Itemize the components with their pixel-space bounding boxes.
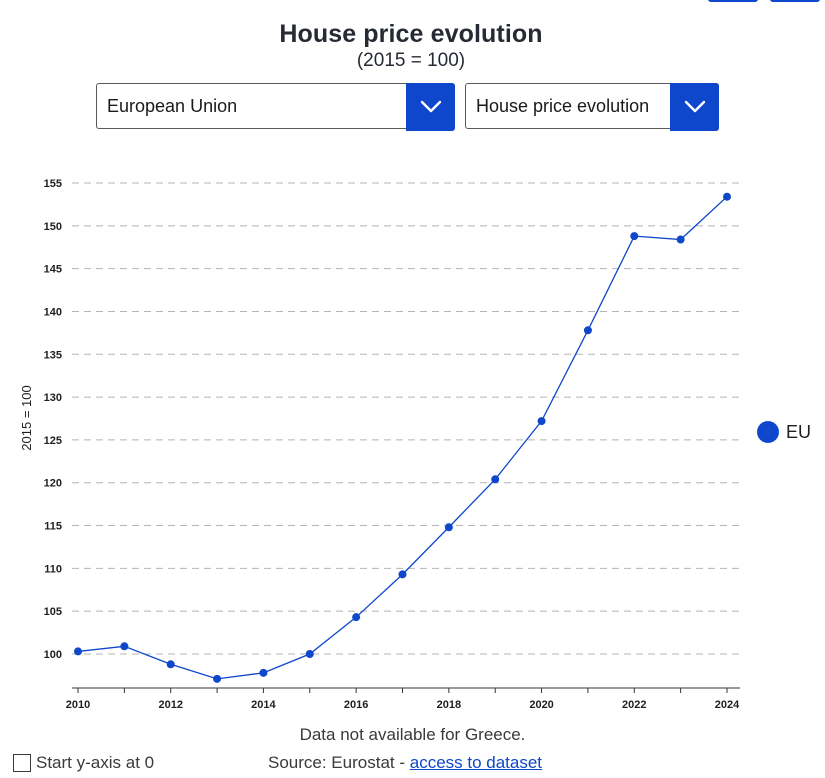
legend-marker-eu bbox=[757, 421, 779, 443]
data-point bbox=[583, 326, 592, 335]
data-point bbox=[259, 668, 268, 677]
checkbox-icon[interactable] bbox=[13, 754, 31, 772]
top-button-right[interactable] bbox=[770, 0, 820, 2]
x-tick-label: 2010 bbox=[66, 699, 90, 711]
data-point bbox=[398, 570, 407, 579]
y-tick-label: 125 bbox=[44, 435, 62, 447]
data-point bbox=[352, 613, 361, 622]
data-point bbox=[723, 192, 731, 201]
y-tick-label: 140 bbox=[44, 306, 62, 318]
y-tick-label: 155 bbox=[44, 178, 62, 190]
y-tick-label: 145 bbox=[44, 264, 62, 276]
data-point bbox=[630, 232, 639, 241]
indicator-select-value: House price evolution bbox=[476, 96, 650, 116]
x-tick-label: 2022 bbox=[622, 699, 646, 711]
start-y-axis-checkbox[interactable]: Start y-axis at 0 bbox=[13, 753, 154, 773]
data-point bbox=[213, 674, 222, 683]
data-point bbox=[676, 235, 685, 244]
data-point bbox=[444, 523, 453, 532]
x-tick-label: 2014 bbox=[251, 699, 276, 711]
data-point bbox=[74, 647, 82, 656]
y-tick-label: 150 bbox=[44, 221, 62, 233]
dataset-link[interactable]: access to dataset bbox=[409, 753, 543, 772]
chart-subtitle: (2015 = 100) bbox=[356, 50, 466, 71]
data-point bbox=[537, 417, 546, 426]
x-tick-label: 2012 bbox=[158, 699, 182, 711]
country-select-value: European Union bbox=[107, 96, 238, 116]
x-tick-label: 2024 bbox=[715, 699, 740, 711]
line-chart: 100 105 110 115 120 125 130 135 140 145 150 155 2010… bbox=[19, 178, 811, 711]
chart-title: House price evolution bbox=[279, 20, 543, 48]
data-point bbox=[305, 650, 314, 658]
y-tick-label: 110 bbox=[44, 563, 62, 575]
y-tick-label: 135 bbox=[44, 349, 62, 361]
y-tick-label: 100 bbox=[44, 649, 62, 661]
source-text: Source: Eurostat - access to dataset bbox=[268, 753, 542, 773]
y-axis-label: 2015 = 100 bbox=[19, 385, 34, 450]
chevron-down-icon[interactable] bbox=[406, 83, 455, 131]
data-point bbox=[166, 660, 175, 669]
data-point bbox=[120, 642, 129, 651]
data-point bbox=[491, 475, 500, 484]
checkbox-label: Start y-axis at 0 bbox=[36, 753, 155, 772]
data-note: Data not available for Greece. bbox=[299, 725, 526, 744]
y-tick-label: 130 bbox=[44, 392, 62, 404]
y-tick-label: 115 bbox=[44, 521, 62, 533]
indicator-select[interactable]: House price evolution bbox=[465, 83, 719, 131]
x-tick-label: 2016 bbox=[344, 699, 368, 711]
y-tick-label: 120 bbox=[44, 478, 62, 490]
x-tick-label: 2020 bbox=[529, 699, 553, 711]
source-prefix: Source: Eurostat - bbox=[268, 753, 410, 772]
chevron-down-icon[interactable] bbox=[670, 83, 719, 131]
y-tick-label: 105 bbox=[44, 606, 62, 618]
country-select[interactable]: European Union bbox=[96, 83, 455, 131]
legend-label-eu: EU bbox=[786, 422, 811, 442]
top-button-left[interactable] bbox=[708, 0, 758, 2]
x-tick-label: 2018 bbox=[437, 699, 461, 711]
